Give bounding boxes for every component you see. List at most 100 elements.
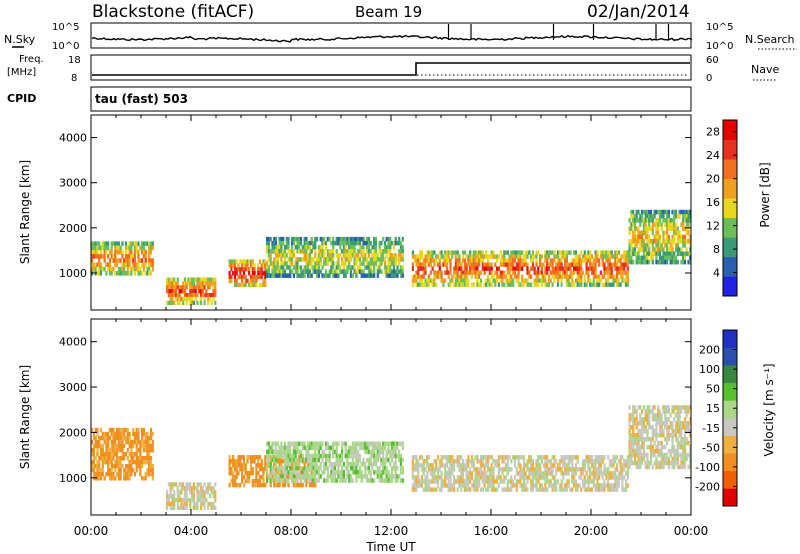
heatmap-cell	[337, 273, 340, 278]
heatmap-cell	[565, 266, 568, 271]
heatmap-cell	[253, 459, 256, 464]
heatmap-cell	[367, 457, 370, 463]
heatmap-cell	[583, 483, 586, 488]
heatmap-cell	[201, 289, 204, 294]
heatmap-cell	[110, 271, 113, 276]
heatmap-cell	[337, 453, 340, 459]
heatmap-cell	[176, 281, 179, 286]
heatmap-cell	[628, 247, 631, 252]
heatmap-cell	[510, 479, 513, 484]
heatmap-cell	[278, 478, 281, 483]
heatmap-cell	[332, 470, 335, 475]
heatmap-cell	[292, 240, 295, 246]
heatmap-cell	[278, 459, 281, 464]
heatmap-cell	[266, 449, 269, 455]
heatmap-cell	[462, 459, 465, 464]
heatmap-cell	[478, 467, 481, 472]
heatmap-cell	[324, 441, 328, 446]
heatmap-cell	[119, 460, 122, 465]
heatmap-cell	[556, 258, 560, 263]
heatmap-cell	[664, 409, 667, 414]
heatmap-cell	[639, 448, 642, 454]
heatmap-cell	[167, 285, 170, 290]
heatmap-cell	[135, 427, 138, 433]
heatmap-cell	[447, 459, 450, 464]
heatmap-cell	[673, 255, 676, 261]
heatmap-cell	[614, 262, 617, 267]
heatmap-cell	[341, 457, 344, 463]
heatmap-cell	[522, 278, 526, 283]
heatmap-cell	[173, 505, 176, 510]
heatmap-cell	[669, 448, 672, 454]
heatmap-cell	[442, 262, 445, 267]
heatmap-cell	[324, 457, 328, 463]
heatmap-cell	[242, 463, 245, 468]
heatmap-cell	[539, 463, 542, 468]
heatmap-cell	[369, 461, 372, 467]
heatmap-cell	[504, 258, 508, 263]
heatmap-cell	[344, 466, 347, 471]
heatmap-cell	[562, 270, 565, 275]
heatmap-cell	[487, 266, 490, 271]
heatmap-cell	[303, 245, 306, 250]
heatmap-cell	[603, 467, 606, 472]
heatmap-cell	[391, 441, 394, 446]
heatmap-cell	[191, 486, 194, 491]
heatmap-cell	[433, 471, 436, 476]
heatmap-cell	[531, 471, 534, 476]
heatmap-cell	[241, 463, 244, 468]
heatmap-cell	[653, 251, 656, 257]
heatmap-cell	[314, 245, 317, 250]
heatmap-cell	[646, 239, 649, 244]
heatmap-cell	[235, 278, 238, 284]
heatmap-cell	[476, 487, 479, 492]
heatmap-cell	[99, 452, 103, 457]
heatmap-cell	[199, 300, 203, 305]
heatmap-cell	[371, 261, 374, 266]
heatmap-cell	[660, 209, 663, 215]
heatmap-cell	[465, 459, 468, 464]
heatmap-cell	[549, 467, 552, 472]
heatmap-cell	[440, 471, 443, 476]
heatmap-cell	[462, 479, 465, 484]
heatmap-cell	[610, 483, 613, 488]
heatmap-cell	[447, 475, 450, 480]
heatmap-cell	[380, 257, 383, 262]
heatmap-cell	[321, 265, 324, 270]
heatmap-cell	[644, 247, 647, 252]
heatmap-cell	[373, 449, 376, 455]
heatmap-cell	[149, 460, 153, 465]
heatmap-cell	[212, 293, 215, 298]
heatmap-cell	[496, 270, 499, 275]
heatmap-cell	[510, 475, 513, 480]
heatmap-cell	[642, 222, 645, 227]
heatmap-cell	[424, 467, 427, 472]
heatmap-cell	[192, 486, 195, 491]
heatmap-cell	[235, 282, 238, 287]
heatmap-cell	[488, 254, 491, 259]
heatmap-cell	[298, 459, 301, 464]
heatmap-cell	[639, 405, 642, 410]
heatmap-cell	[242, 475, 245, 480]
heatmap-cell	[633, 417, 637, 422]
heatmap-cell	[655, 243, 658, 248]
heatmap-cell	[522, 254, 526, 259]
heatmap-cell	[183, 501, 187, 507]
heatmap-cell	[305, 449, 308, 455]
heatmap-cell	[551, 262, 554, 267]
heatmap-cell	[596, 475, 599, 480]
heatmap-cell	[444, 475, 447, 480]
heatmap-cell	[249, 459, 253, 464]
heatmap-cell	[567, 262, 570, 267]
heatmap-cell	[312, 265, 315, 270]
heatmap-cell	[581, 483, 585, 488]
heatmap-cell	[124, 468, 128, 473]
heatmap-cell	[99, 254, 103, 259]
heatmap-cell	[274, 453, 278, 459]
heatmap-cell	[564, 266, 567, 271]
heatmap-cell	[228, 274, 231, 280]
heatmap-cell	[667, 214, 670, 219]
heatmap-cell	[442, 463, 445, 468]
heatmap-cell	[674, 405, 678, 410]
heatmap-cell	[349, 269, 353, 274]
